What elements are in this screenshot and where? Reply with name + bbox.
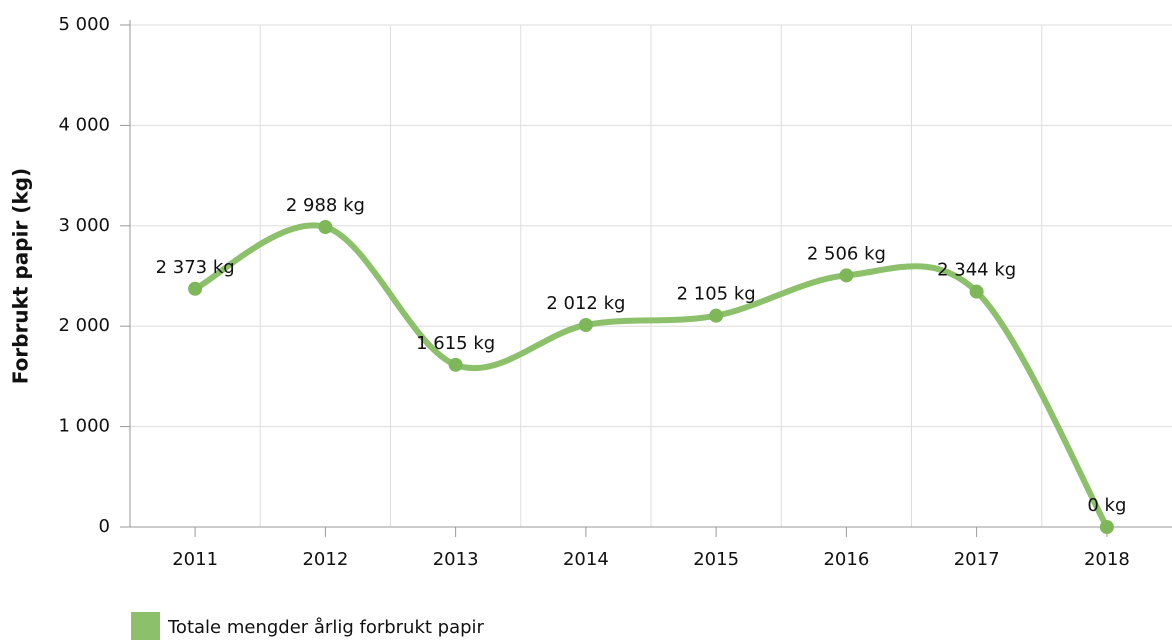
point	[448, 357, 463, 372]
data-label: 2 344 kg	[937, 260, 1016, 281]
data-label: 2 988 kg	[286, 195, 365, 216]
point	[839, 268, 854, 283]
point	[1099, 520, 1114, 534]
y-tick-label: 5 000	[58, 14, 110, 35]
y-tick-label: 2 000	[58, 315, 110, 336]
point	[578, 317, 593, 332]
data-label: 2 373 kg	[156, 257, 235, 278]
y-axis-label: Forbrukt papir (kg)	[9, 168, 33, 384]
legend-swatch	[131, 612, 160, 640]
point	[709, 308, 724, 323]
data-label: 1 615 kg	[416, 333, 495, 354]
point	[318, 220, 333, 235]
point	[969, 284, 984, 299]
point	[188, 281, 203, 296]
y-tick-label: 4 000	[58, 114, 110, 135]
x-tick-label: 2011	[172, 549, 218, 570]
y-tick-label: 1 000	[58, 416, 110, 437]
data-label: 2 105 kg	[677, 284, 756, 305]
x-tick-label: 2017	[954, 549, 1000, 570]
x-tick-label: 2014	[563, 549, 609, 570]
y-tick-label: 0	[99, 516, 110, 537]
x-tick-label: 2018	[1084, 549, 1130, 570]
data-label: 2 506 kg	[807, 243, 886, 264]
x-tick-label: 2012	[302, 549, 348, 570]
x-tick-label: 2015	[693, 549, 739, 570]
x-tick-label: 2013	[433, 549, 479, 570]
data-label: 0 kg	[1087, 495, 1126, 516]
y-tick-label: 3 000	[58, 215, 110, 236]
data-label: 2 012 kg	[546, 293, 625, 314]
x-tick-label: 2016	[823, 549, 869, 570]
legend-label: Totale mengder årlig forbrukt papir	[167, 617, 485, 638]
